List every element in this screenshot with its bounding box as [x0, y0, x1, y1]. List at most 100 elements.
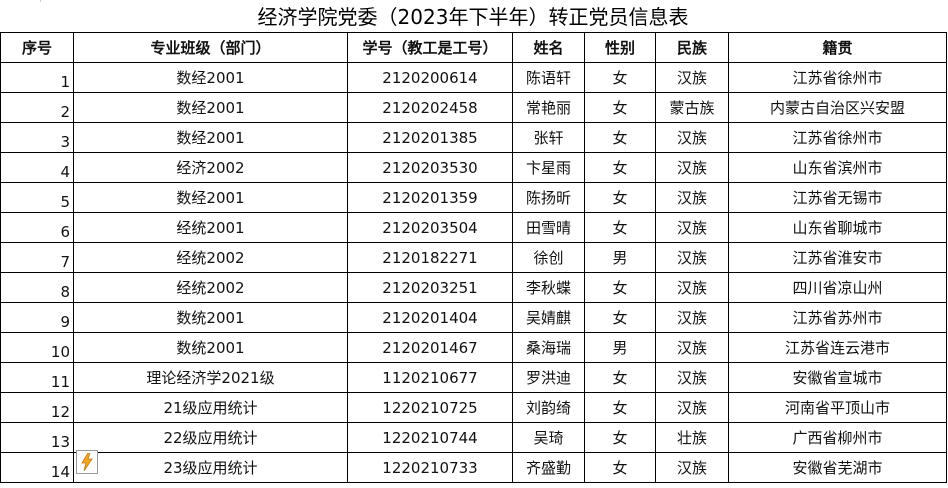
table-cell[interactable]: 内蒙古自治区兴安盟 — [728, 92, 947, 123]
table-cell[interactable]: 经统2002 — [73, 272, 348, 303]
table-cell[interactable]: 吴琦 — [512, 422, 585, 453]
table-cell[interactable]: 数统2001 — [73, 332, 348, 363]
table-cell[interactable]: 7 — [0, 242, 74, 273]
table-cell[interactable]: 5 — [0, 182, 74, 213]
table-cell[interactable]: 汉族 — [655, 152, 729, 183]
table-cell[interactable]: 4 — [0, 152, 74, 183]
table-cell[interactable]: 经统2001 — [73, 212, 348, 243]
table-cell[interactable]: 女 — [584, 302, 656, 333]
table-cell[interactable]: 9 — [0, 302, 74, 333]
table-cell[interactable]: 数统2001 — [73, 302, 348, 333]
table-cell[interactable]: 山东省滨州市 — [728, 152, 947, 183]
table-cell[interactable]: 田雪晴 — [512, 212, 585, 243]
table-cell[interactable]: 数经2001 — [73, 62, 348, 93]
table-cell[interactable]: 汉族 — [655, 272, 729, 303]
table-cell[interactable]: 2120200614 — [347, 62, 513, 93]
table-cell[interactable]: 江苏省连云港市 — [728, 332, 947, 363]
table-cell[interactable]: 12 — [0, 392, 74, 423]
table-cell[interactable]: 2120201404 — [347, 302, 513, 333]
column-header[interactable]: 序号 — [0, 32, 74, 63]
column-header[interactable]: 籍贯 — [728, 32, 947, 63]
table-cell[interactable]: 1220210725 — [347, 392, 513, 423]
table-cell[interactable]: 广西省柳州市 — [728, 422, 947, 453]
table-cell[interactable]: 数经2001 — [73, 182, 348, 213]
table-cell[interactable]: 女 — [584, 272, 656, 303]
table-cell[interactable]: 3 — [0, 122, 74, 153]
table-cell[interactable]: 汉族 — [655, 62, 729, 93]
table-cell[interactable]: 2120202458 — [347, 92, 513, 123]
table-cell[interactable]: 理论经济学2021级 — [73, 362, 348, 393]
table-cell[interactable]: 安徽省芜湖市 — [728, 452, 947, 483]
table-cell[interactable]: 壮族 — [655, 422, 729, 453]
column-header[interactable]: 性别 — [584, 32, 656, 63]
column-header[interactable]: 专业班级（部门） — [73, 32, 348, 63]
table-cell[interactable]: 8 — [0, 272, 74, 303]
table-cell[interactable]: 1220210744 — [347, 422, 513, 453]
table-cell[interactable]: 2120203530 — [347, 152, 513, 183]
table-cell[interactable]: 河南省平顶山市 — [728, 392, 947, 423]
table-cell[interactable]: 女 — [584, 122, 656, 153]
table-cell[interactable]: 汉族 — [655, 362, 729, 393]
table-cell[interactable]: 江苏省淮安市 — [728, 242, 947, 273]
table-cell[interactable]: 11 — [0, 362, 74, 393]
table-cell[interactable]: 2120201385 — [347, 122, 513, 153]
column-header[interactable]: 学号（教工是工号） — [347, 32, 513, 63]
table-cell[interactable]: 6 — [0, 212, 74, 243]
table-cell[interactable]: 女 — [584, 392, 656, 423]
table-cell[interactable]: 女 — [584, 362, 656, 393]
table-cell[interactable]: 13 — [0, 422, 74, 453]
table-cell[interactable]: 汉族 — [655, 392, 729, 423]
table-cell[interactable]: 女 — [584, 62, 656, 93]
table-cell[interactable]: 齐盛勤 — [512, 452, 585, 483]
table-cell[interactable]: 张轩 — [512, 122, 585, 153]
table-cell[interactable]: 江苏省徐州市 — [728, 122, 947, 153]
table-cell[interactable]: 数经2001 — [73, 122, 348, 153]
table-cell[interactable]: 吴婧麒 — [512, 302, 585, 333]
table-cell[interactable]: 2120201467 — [347, 332, 513, 363]
table-cell[interactable]: 桑海瑞 — [512, 332, 585, 363]
table-cell[interactable]: 汉族 — [655, 182, 729, 213]
table-cell[interactable]: 江苏省苏州市 — [728, 302, 947, 333]
table-cell[interactable]: 陈语轩 — [512, 62, 585, 93]
table-cell[interactable]: 男 — [584, 332, 656, 363]
table-cell[interactable]: 22级应用统计 — [73, 422, 348, 453]
table-cell[interactable]: 汉族 — [655, 332, 729, 363]
table-cell[interactable]: 徐创 — [512, 242, 585, 273]
table-cell[interactable]: 2120182271 — [347, 242, 513, 273]
table-cell[interactable]: 李秋蝶 — [512, 272, 585, 303]
table-cell[interactable]: 经济2002 — [73, 152, 348, 183]
table-cell[interactable]: 女 — [584, 452, 656, 483]
table-cell[interactable]: 女 — [584, 422, 656, 453]
table-cell[interactable]: 经统2002 — [73, 242, 348, 273]
column-header[interactable]: 民族 — [655, 32, 729, 63]
table-cell[interactable]: 汉族 — [655, 302, 729, 333]
table-cell[interactable]: 10 — [0, 332, 74, 363]
table-cell[interactable]: 女 — [584, 152, 656, 183]
table-cell[interactable]: 女 — [584, 182, 656, 213]
column-header[interactable]: 姓名 — [512, 32, 585, 63]
table-cell[interactable]: 江苏省无锡市 — [728, 182, 947, 213]
table-cell[interactable]: 常艳丽 — [512, 92, 585, 123]
table-cell[interactable]: 女 — [584, 92, 656, 123]
table-cell[interactable]: 江苏省徐州市 — [728, 62, 947, 93]
table-cell[interactable]: 汉族 — [655, 122, 729, 153]
table-cell[interactable]: 1220210733 — [347, 452, 513, 483]
table-cell[interactable]: 汉族 — [655, 452, 729, 483]
table-cell[interactable]: 2 — [0, 92, 74, 123]
table-cell[interactable]: 陈扬昕 — [512, 182, 585, 213]
table-cell[interactable]: 山东省聊城市 — [728, 212, 947, 243]
table-cell[interactable]: 蒙古族 — [655, 92, 729, 123]
table-cell[interactable]: 女 — [584, 212, 656, 243]
table-cell[interactable]: 2120203251 — [347, 272, 513, 303]
table-cell[interactable]: 21级应用统计 — [73, 392, 348, 423]
table-cell[interactable]: 汉族 — [655, 242, 729, 273]
table-cell[interactable]: 四川省凉山州 — [728, 272, 947, 303]
table-cell[interactable]: 男 — [584, 242, 656, 273]
table-cell[interactable]: 2120201359 — [347, 182, 513, 213]
table-cell[interactable]: 1 — [0, 62, 74, 93]
table-cell[interactable]: 刘韵绮 — [512, 392, 585, 423]
table-cell[interactable]: 卞星雨 — [512, 152, 585, 183]
table-cell[interactable]: 23级应用统计 — [73, 452, 348, 483]
table-cell[interactable]: 14 — [0, 452, 74, 483]
table-cell[interactable]: 汉族 — [655, 212, 729, 243]
